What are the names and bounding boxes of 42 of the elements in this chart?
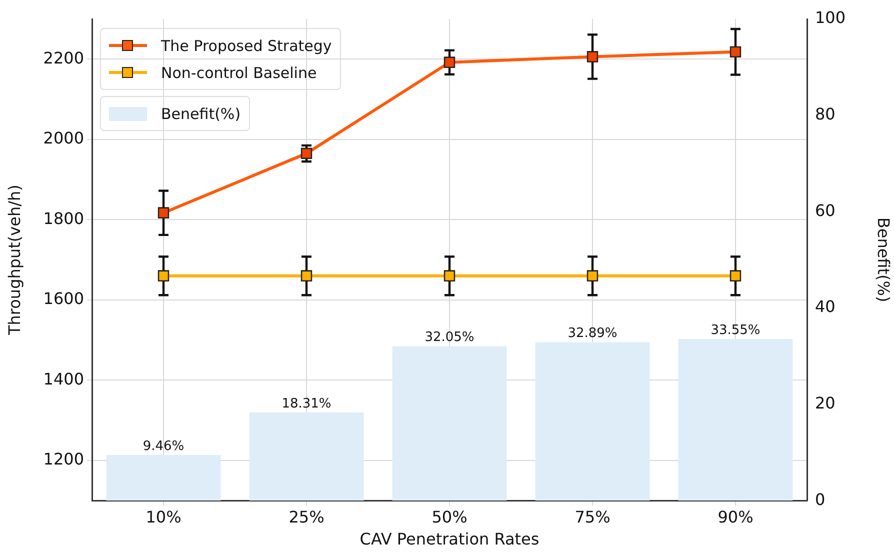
data-label: 33.55% [710, 322, 760, 338]
y2-tick-label: 40 [815, 297, 836, 316]
point [730, 270, 742, 282]
x-tick-label: 50% [432, 507, 468, 526]
x-tick-label: 10% [146, 507, 182, 526]
y2-tick-label: 60 [815, 200, 836, 220]
data-label: 18.31% [282, 396, 332, 412]
legend-label: Benefit(%) [161, 104, 241, 122]
legend-label: The Proposed Strategy [161, 36, 332, 54]
point [158, 270, 170, 282]
point [586, 51, 598, 62]
data-label: 9.46% [142, 438, 184, 454]
y-tick-label: 2000 [43, 128, 84, 148]
x-tick-label: 25% [288, 507, 324, 526]
bar [106, 455, 221, 501]
data-label: 32.89% [568, 326, 618, 342]
x-axis-title: CAV Penetration Rates [360, 530, 540, 549]
point [300, 270, 312, 282]
bar [678, 339, 793, 501]
bar [392, 346, 507, 501]
y2-tick-label: 100 [815, 8, 846, 28]
bar [249, 412, 364, 501]
point [444, 270, 456, 282]
data-label: 32.05% [424, 330, 474, 346]
legend-label: Non-control Baseline [161, 64, 317, 82]
point [158, 207, 170, 218]
y2-tick-label: 20 [815, 393, 836, 412]
point [586, 270, 598, 282]
y-axis-title: Throughput(veh/h) [4, 184, 24, 336]
y-tick-label: 1800 [43, 208, 84, 228]
y2-tick-label: 80 [815, 104, 836, 124]
y2-axis-title: Benefit(%) [874, 217, 894, 302]
point [730, 46, 742, 58]
bar [535, 342, 650, 501]
y-tick-label: 1400 [43, 369, 84, 388]
y-tick-label: 2200 [43, 48, 84, 68]
x-tick-label: 75% [574, 507, 610, 526]
y2-tick-label: 0 [815, 490, 826, 509]
y-tick-label: 1200 [43, 450, 84, 469]
point [444, 56, 456, 68]
y-tick-label: 1600 [43, 289, 84, 308]
x-tick-label: 90% [718, 507, 754, 526]
